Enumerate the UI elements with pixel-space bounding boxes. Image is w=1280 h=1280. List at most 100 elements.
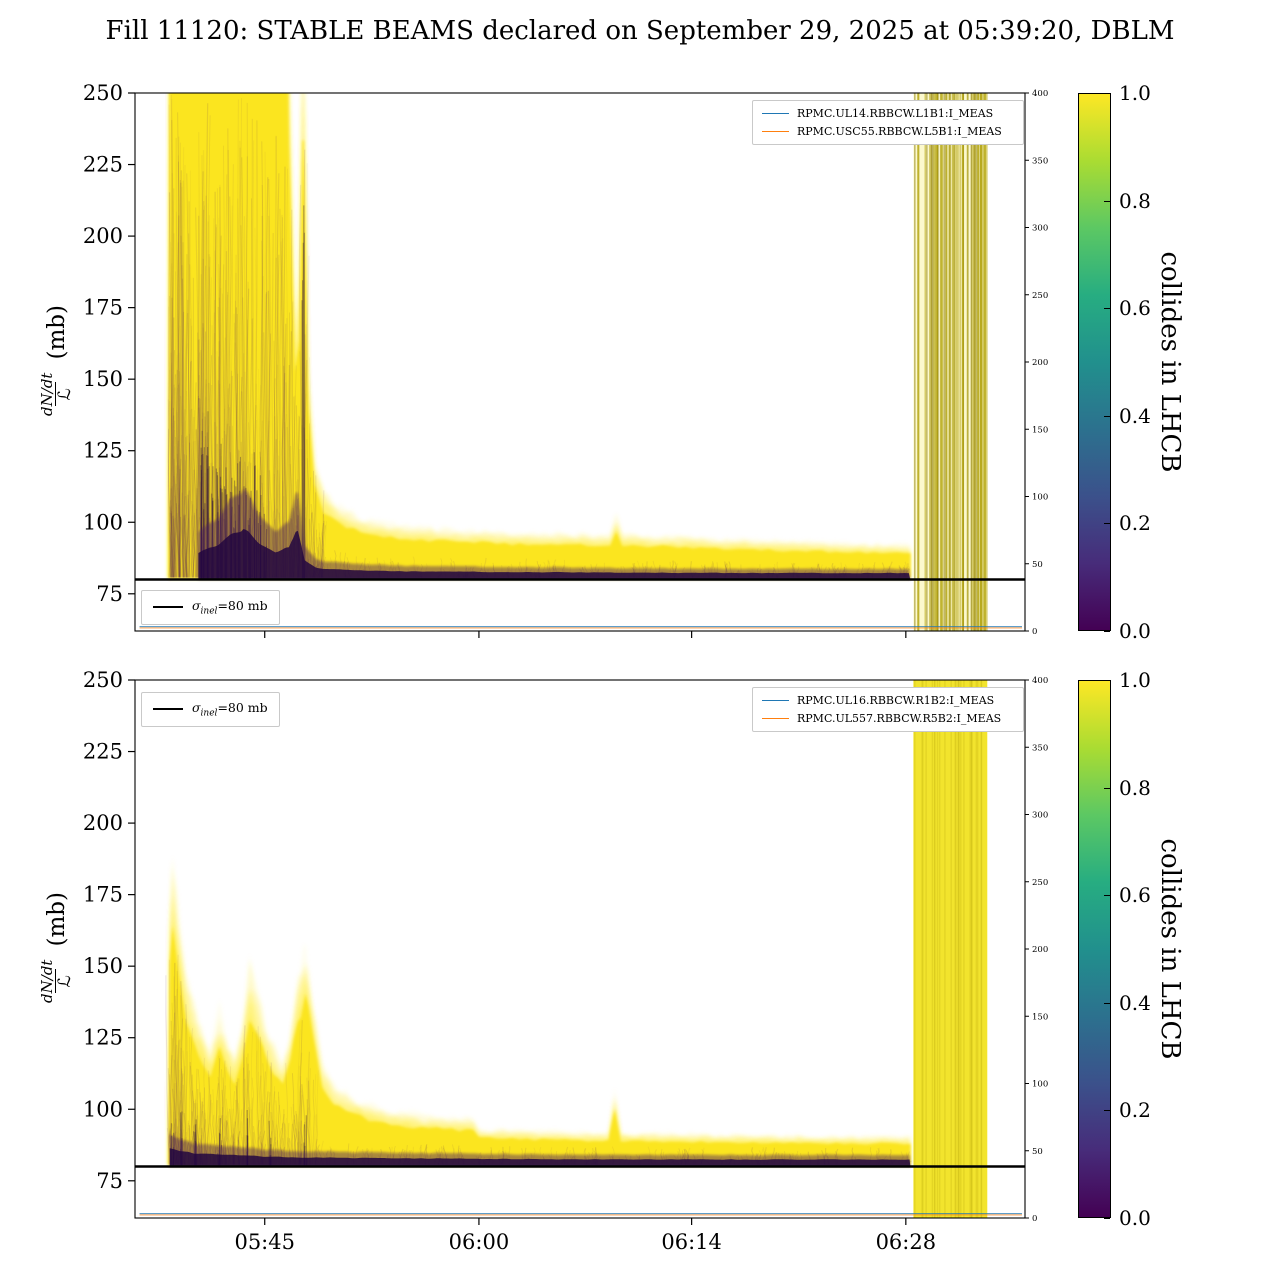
purple-filament — [259, 215, 263, 578]
purple-filament — [283, 166, 287, 578]
purple-filament — [197, 215, 202, 578]
purple-filament — [176, 112, 180, 578]
purple-filament — [186, 233, 191, 578]
purple-filament — [285, 1062, 289, 1165]
purple-filament — [176, 215, 180, 578]
purple-filament — [252, 120, 258, 578]
purple-filament — [192, 277, 194, 578]
purple-filament — [187, 442, 191, 578]
purple-filament — [178, 516, 182, 578]
purple-filament — [172, 429, 176, 578]
purple-filament — [183, 516, 186, 578]
purple-filament — [302, 149, 306, 578]
purple-filament — [213, 227, 217, 578]
y-axis-label-bottom: dN/dt ℒ (mb) — [27, 869, 87, 1029]
colorbar-tick-mark — [1104, 1002, 1110, 1004]
purple-filament — [182, 164, 186, 578]
colorbar-tick-mark — [1104, 895, 1110, 897]
purple-filament — [194, 410, 198, 578]
purple-filament — [178, 396, 183, 578]
right-tick-label: 250 — [1032, 291, 1048, 301]
purple-filament — [170, 458, 175, 578]
purple-filament — [181, 514, 185, 578]
purple-filament — [268, 1066, 272, 1165]
sigma-value: =80 mb — [217, 700, 268, 715]
purple-filament — [189, 409, 193, 578]
right-tick-label: 50 — [1032, 1147, 1043, 1157]
purple-filament — [265, 1050, 269, 1165]
purple-filament — [173, 446, 177, 578]
purple-filament — [200, 201, 205, 578]
x-tick-label: 05:45 — [234, 1230, 295, 1254]
legend-label: RPMC.UL557.RBBCW.R5B2:I_MEAS — [797, 712, 1002, 725]
purple-filament — [304, 393, 308, 578]
purple-filament — [195, 207, 201, 578]
sigma-symbol: σ — [192, 700, 201, 715]
purple-filament — [197, 132, 201, 578]
density-cloud — [168, 926, 911, 1166]
purple-filament — [180, 170, 185, 578]
purple-filament — [183, 1004, 188, 1165]
sigma-legend-top: σinel=80 mb — [141, 590, 280, 625]
purple-filament — [255, 1030, 260, 1165]
purple-filament — [194, 440, 200, 578]
purple-filament — [216, 188, 221, 578]
colorbar-tick-label: 0.2 — [1119, 1098, 1151, 1123]
purple-filament — [169, 506, 173, 578]
purple-filament — [177, 440, 182, 578]
y-tick-label: 200 — [83, 811, 123, 835]
x-tick-label: 06:14 — [661, 1230, 722, 1254]
purple-filament — [185, 455, 188, 578]
purple-filament — [174, 136, 181, 578]
purple-filament — [259, 1036, 263, 1165]
purple-filament — [179, 434, 184, 578]
purple-filament — [280, 217, 284, 578]
right-tick-label: 400 — [1032, 676, 1048, 686]
purple-filament — [187, 518, 193, 578]
plot-area-top — [139, 93, 1022, 631]
right-tick-label: 350 — [1032, 743, 1048, 753]
purple-filament — [192, 441, 197, 578]
purple-filament — [183, 454, 187, 578]
purple-filament — [176, 354, 182, 578]
purple-filament — [196, 339, 200, 578]
purple-filament — [179, 995, 183, 1165]
purple-filament — [214, 191, 218, 578]
colorbar-tick-mark — [1104, 1218, 1110, 1219]
purple-filament — [207, 254, 210, 578]
purple-filament — [170, 505, 175, 578]
purple-filament — [181, 180, 186, 578]
purple-filament — [185, 343, 190, 578]
colorbar-tick-mark — [1104, 680, 1110, 681]
purple-filament — [190, 360, 193, 578]
purple-filament — [196, 519, 199, 578]
purple-filament — [171, 515, 175, 578]
y-tick-label: 100 — [83, 510, 123, 534]
purple-filament — [186, 173, 191, 578]
purple-filament — [307, 1051, 312, 1165]
purple-filament — [262, 1071, 266, 1165]
purple-filament — [178, 186, 183, 578]
purple-filament — [291, 1073, 297, 1165]
purple-filament — [270, 1062, 274, 1165]
purple-filament — [176, 369, 181, 578]
purple-filament — [255, 1050, 258, 1165]
purple-filament — [299, 1076, 302, 1165]
right-tick-label: 0 — [1032, 627, 1037, 637]
right-tick-label: 400 — [1032, 89, 1048, 99]
purple-filament — [178, 371, 181, 578]
purple-filament — [171, 317, 175, 578]
colorbar-tick-label: 0.6 — [1119, 296, 1151, 321]
purple-filament — [187, 201, 190, 578]
purple-streak — [302, 280, 305, 579]
y-tick-label: 250 — [83, 668, 123, 692]
purple-filament — [168, 104, 171, 578]
colorbar-tick-label: 1.0 — [1119, 81, 1151, 105]
legend-bottom-panel: RPMC.UL16.RBBCW.R1B2:I_MEAS RPMC.UL557.RB… — [752, 687, 1024, 732]
purple-filament — [181, 265, 184, 578]
purple-filament — [174, 437, 180, 578]
purple-filament — [177, 382, 181, 578]
colorbar-tick-label: 0.0 — [1119, 1206, 1151, 1230]
purple-filament — [192, 416, 198, 578]
